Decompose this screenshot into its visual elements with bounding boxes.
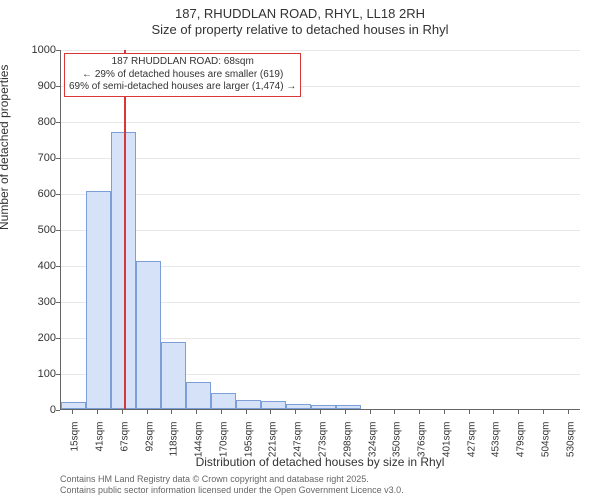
y-tick-label: 800 <box>16 116 56 128</box>
x-tick-label: 401sqm <box>441 422 452 462</box>
x-tick-label: 195sqm <box>243 422 254 462</box>
histogram-bar <box>236 400 261 409</box>
x-tick-mark <box>246 410 247 414</box>
x-tick-mark <box>270 410 271 414</box>
y-tick-label: 0 <box>16 404 56 416</box>
histogram-bar <box>336 405 361 409</box>
chart-container: 187, RHUDDLAN ROAD, RHYL, LL18 2RH Size … <box>0 0 600 500</box>
x-tick-label: 453sqm <box>491 422 502 462</box>
gridline <box>61 158 580 159</box>
x-tick-mark <box>568 410 569 414</box>
x-tick-label: 92sqm <box>144 422 155 462</box>
y-tick-label: 100 <box>16 368 56 380</box>
x-tick-mark <box>543 410 544 414</box>
y-tick-mark <box>56 374 60 375</box>
callout-box: 187 RHUDDLAN ROAD: 68sqm← 29% of detache… <box>64 53 301 97</box>
x-tick-label: 298sqm <box>342 422 353 462</box>
title-line-1: 187, RHUDDLAN ROAD, RHYL, LL18 2RH <box>0 6 600 22</box>
callout-line-1: 187 RHUDDLAN ROAD: 68sqm <box>69 56 296 69</box>
x-tick-mark <box>444 410 445 414</box>
x-tick-mark <box>221 410 222 414</box>
x-tick-label: 530sqm <box>565 422 576 462</box>
x-tick-label: 118sqm <box>169 422 180 462</box>
x-tick-mark <box>72 410 73 414</box>
x-tick-label: 170sqm <box>219 422 230 462</box>
gridline <box>61 50 580 51</box>
gridline <box>61 122 580 123</box>
title-line-2: Size of property relative to detached ho… <box>0 22 600 38</box>
histogram-bar <box>61 402 86 409</box>
y-tick-mark <box>56 230 60 231</box>
x-tick-mark <box>171 410 172 414</box>
histogram-bar <box>211 393 236 409</box>
x-tick-label: 15sqm <box>70 422 81 462</box>
y-tick-mark <box>56 266 60 267</box>
x-tick-mark <box>493 410 494 414</box>
y-tick-mark <box>56 194 60 195</box>
callout-line-3: 69% of semi-detached houses are larger (… <box>69 81 296 94</box>
histogram-bar <box>136 261 161 409</box>
y-tick-label: 700 <box>16 152 56 164</box>
x-tick-mark <box>345 410 346 414</box>
y-tick-label: 500 <box>16 224 56 236</box>
y-tick-label: 900 <box>16 80 56 92</box>
histogram-bar <box>86 191 111 409</box>
histogram-bar <box>186 382 211 409</box>
y-tick-mark <box>56 158 60 159</box>
x-tick-label: 479sqm <box>516 422 527 462</box>
y-tick-mark <box>56 410 60 411</box>
title-block: 187, RHUDDLAN ROAD, RHYL, LL18 2RH Size … <box>0 0 600 39</box>
x-tick-mark <box>97 410 98 414</box>
footer-line-2: Contains public sector information licen… <box>60 485 404 496</box>
x-tick-mark <box>147 410 148 414</box>
property-marker-line <box>124 50 126 409</box>
histogram-bar <box>261 401 286 409</box>
x-tick-mark <box>295 410 296 414</box>
y-tick-label: 300 <box>16 296 56 308</box>
x-tick-label: 350sqm <box>392 422 403 462</box>
x-tick-label: 247sqm <box>293 422 304 462</box>
x-tick-mark <box>122 410 123 414</box>
x-tick-mark <box>196 410 197 414</box>
x-tick-label: 324sqm <box>367 422 378 462</box>
gridline <box>61 194 580 195</box>
y-tick-label: 200 <box>16 332 56 344</box>
footer-line-1: Contains HM Land Registry data © Crown c… <box>60 474 404 485</box>
x-tick-mark <box>518 410 519 414</box>
y-tick-mark <box>56 122 60 123</box>
plot-area: 187 RHUDDLAN ROAD: 68sqm← 29% of detache… <box>60 50 580 410</box>
footer: Contains HM Land Registry data © Crown c… <box>60 474 404 496</box>
y-tick-label: 1000 <box>16 44 56 56</box>
y-tick-mark <box>56 338 60 339</box>
x-tick-label: 273sqm <box>318 422 329 462</box>
histogram-bar <box>161 342 186 409</box>
x-tick-mark <box>370 410 371 414</box>
x-tick-mark <box>469 410 470 414</box>
y-axis-label: Number of detached properties <box>0 65 11 230</box>
gridline <box>61 230 580 231</box>
x-tick-label: 221sqm <box>268 422 279 462</box>
x-tick-mark <box>394 410 395 414</box>
x-tick-mark <box>320 410 321 414</box>
x-tick-mark <box>419 410 420 414</box>
x-tick-label: 504sqm <box>540 422 551 462</box>
callout-line-2: ← 29% of detached houses are smaller (61… <box>69 69 296 82</box>
x-tick-label: 376sqm <box>417 422 428 462</box>
histogram-bar <box>286 404 311 409</box>
y-tick-mark <box>56 302 60 303</box>
y-tick-label: 400 <box>16 260 56 272</box>
x-tick-label: 427sqm <box>466 422 477 462</box>
y-tick-mark <box>56 50 60 51</box>
histogram-bar <box>311 405 336 409</box>
y-tick-label: 600 <box>16 188 56 200</box>
x-tick-label: 144sqm <box>194 422 205 462</box>
y-tick-mark <box>56 86 60 87</box>
x-tick-label: 67sqm <box>120 422 131 462</box>
x-tick-label: 41sqm <box>95 422 106 462</box>
